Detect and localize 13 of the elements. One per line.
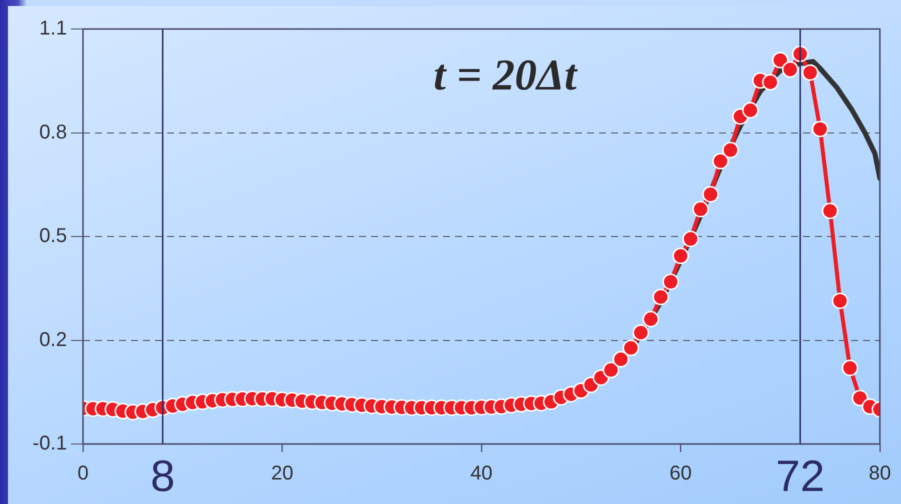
y-tick-label: 0.2 — [39, 328, 67, 351]
x-tick-label: 40 — [470, 462, 493, 485]
ref-line-label: 8 — [150, 452, 175, 501]
y-tick-label: -0.1 — [32, 432, 67, 455]
annotation: t = 20Δt — [433, 50, 578, 100]
y-tick-label: 1.1 — [39, 18, 67, 40]
ref-line-label: 72 — [776, 452, 825, 501]
x-tick-label: 60 — [670, 462, 692, 485]
y-tick-label: 0.5 — [39, 225, 67, 248]
x-tick-label: 0 — [77, 462, 89, 485]
x-tick-label: 80 — [868, 462, 891, 485]
y-tick-label: 0.8 — [39, 121, 67, 144]
x-tick-label: 20 — [271, 462, 294, 485]
